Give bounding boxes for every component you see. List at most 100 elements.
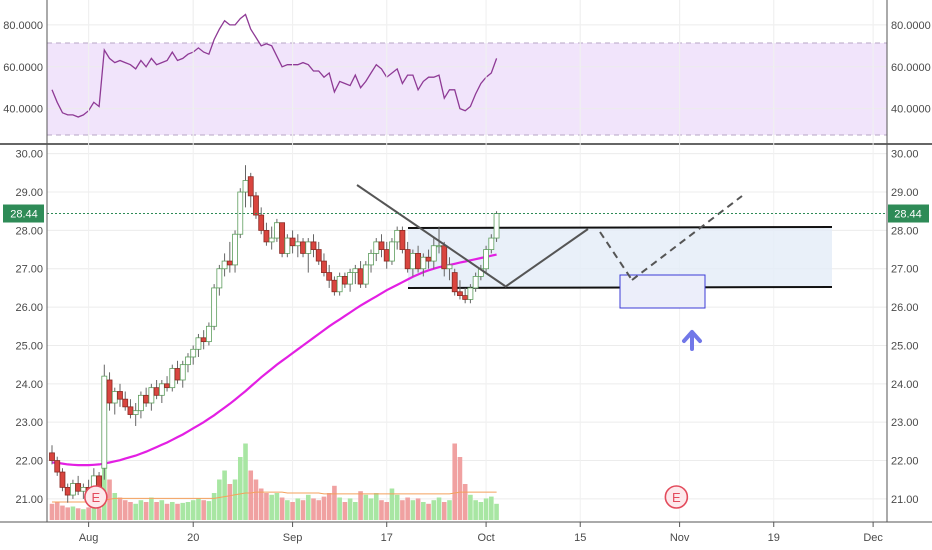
- candle-body: [221, 260, 228, 270]
- volume-bar: [316, 500, 322, 520]
- price-tick-label: 24.00: [15, 379, 43, 391]
- candle-body: [216, 268, 223, 289]
- candle-body: [158, 383, 165, 396]
- volume-bar: [290, 502, 295, 520]
- candle-body: [305, 241, 312, 254]
- candle-body: [263, 229, 270, 243]
- volume-bar: [117, 497, 123, 520]
- candle-body: [467, 287, 474, 300]
- volume-bar: [295, 498, 301, 520]
- volume-bar: [478, 502, 484, 520]
- volume-bar: [358, 491, 363, 520]
- volume-bar: [342, 502, 348, 520]
- candle-body: [122, 398, 129, 408]
- candle-body: [117, 391, 123, 400]
- candle-body: [64, 486, 71, 496]
- price-tick-label: 21.00: [15, 494, 43, 506]
- volume-bar: [274, 493, 280, 520]
- price-tick-label: 30.00: [891, 149, 919, 161]
- breakdown-box[interactable]: [619, 274, 706, 309]
- volume-bar: [384, 502, 390, 520]
- volume-bar: [389, 488, 395, 520]
- time-tick-label: Oct: [478, 532, 495, 544]
- candle-body: [462, 295, 469, 300]
- candle-body: [148, 387, 155, 404]
- volume-bar: [190, 500, 196, 520]
- volume-bar: [227, 484, 233, 520]
- volume-bar: [164, 503, 170, 520]
- candle-body: [54, 460, 61, 473]
- volume-bar: [149, 497, 154, 520]
- time-tick-label: 19: [768, 532, 780, 544]
- downtrend-line[interactable]: [356, 184, 506, 287]
- volume-bar: [269, 494, 274, 520]
- volume-bar: [326, 493, 332, 520]
- time-tick-label: Sep: [283, 532, 303, 544]
- up-arrow-icon[interactable]: [682, 330, 702, 351]
- moving-average-line: [51, 253, 497, 467]
- price-left-axis: 30.00 29.00 28.00 27.00 26.00 25.00 24.00 23.00…: [3, 149, 44, 506]
- last-price-label: 28.44: [894, 209, 922, 221]
- volume-bar: [426, 503, 431, 520]
- earnings-marker: [84, 485, 108, 509]
- volume-bar: [185, 502, 191, 520]
- volume-bar: [489, 496, 494, 520]
- candle-body: [226, 260, 233, 266]
- volume-bar: [70, 506, 76, 520]
- candle-body: [190, 348, 197, 358]
- channel-top-line[interactable]: [407, 226, 833, 229]
- volume-bar: [169, 502, 175, 520]
- time-axis[interactable]: Aug 20 Sep 17 Oct 15 Nov 19 Dec: [79, 522, 884, 544]
- volume-bar: [154, 502, 159, 520]
- candle-body: [205, 325, 212, 343]
- volume-bar: [206, 501, 212, 520]
- volume-bar: [253, 479, 259, 520]
- candle-body: [378, 241, 385, 250]
- volume-bar: [300, 500, 306, 520]
- volume-bar: [211, 493, 217, 520]
- time-tick-label: 20: [187, 532, 199, 544]
- candle-body: [321, 260, 327, 273]
- projection-line-down[interactable]: [599, 231, 633, 281]
- candle-body: [153, 387, 160, 396]
- time-tick-label: Aug: [79, 532, 99, 544]
- price-tick-label: 21.00: [891, 494, 919, 506]
- price-tick-label: 27.00: [891, 264, 919, 276]
- volume-bar: [415, 498, 421, 520]
- candle-body: [472, 276, 479, 289]
- volume-bar: [462, 484, 468, 520]
- price-tick-label: 22.00: [15, 456, 43, 468]
- candle-body: [106, 379, 113, 404]
- volume-bar: [431, 500, 437, 520]
- price-tick-label: 27.00: [15, 264, 43, 276]
- price-tick-label: 29.00: [891, 187, 919, 199]
- candle-body: [310, 241, 317, 250]
- candle-body: [436, 245, 442, 248]
- volume-bar: [237, 457, 243, 520]
- volume-moving-average: [52, 491, 497, 503]
- last-price-tag-right: [888, 204, 929, 223]
- candle-body: [111, 391, 118, 404]
- volume-bar: [222, 470, 227, 520]
- candle-body: [253, 195, 259, 216]
- volume-bar: [400, 500, 405, 520]
- volume-bar: [337, 497, 342, 520]
- volume-bar: [54, 502, 60, 520]
- uptrend-line[interactable]: [504, 228, 589, 288]
- time-tick-label: Dec: [863, 532, 883, 544]
- candle-body: [242, 180, 249, 193]
- volume-bar: [232, 479, 238, 520]
- candle-body: [164, 383, 170, 389]
- earnings-label: E: [92, 490, 101, 505]
- candle-body: [404, 249, 411, 270]
- candle-body: [373, 241, 380, 254]
- candle-body: [200, 337, 207, 343]
- candle-body: [483, 249, 489, 270]
- volume-bar: [457, 457, 463, 520]
- volume-bar: [243, 443, 248, 520]
- rsi-tick-label: 60.0000: [3, 62, 43, 74]
- price-tick-label: 25.00: [891, 340, 919, 352]
- candle-body: [279, 222, 286, 254]
- volume-bar: [373, 493, 379, 520]
